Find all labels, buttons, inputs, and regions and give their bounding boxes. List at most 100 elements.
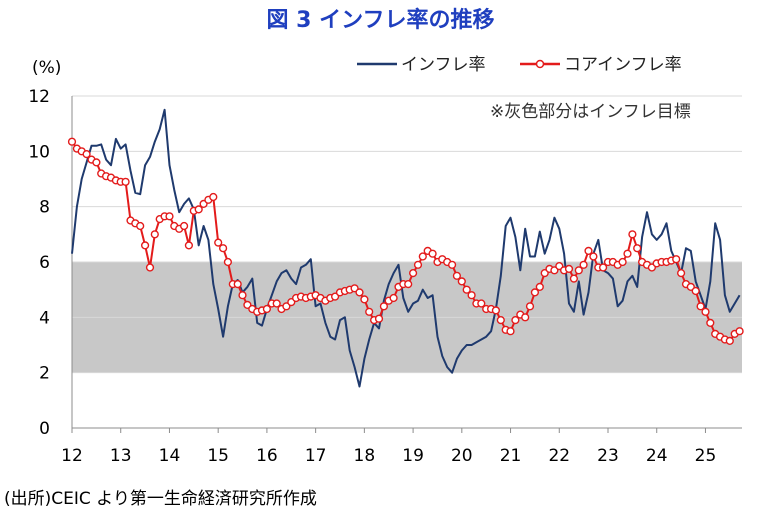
- y-axis-unit-label: (%): [32, 58, 61, 78]
- data-point-core-inflation: [569, 274, 579, 283]
- x-tick-label: 24: [646, 446, 668, 466]
- chart-title: 図 3 インフレ率の推移: [266, 8, 495, 33]
- data-point-core-inflation: [413, 260, 423, 269]
- x-tick-label: 12: [61, 446, 83, 466]
- data-point-core-inflation: [428, 249, 437, 258]
- data-point-core-inflation: [92, 158, 101, 167]
- data-point-core-inflation: [477, 299, 486, 308]
- data-point-core-inflation: [525, 302, 535, 311]
- data-point-core-inflation: [404, 280, 413, 289]
- data-point-core-inflation: [491, 306, 501, 315]
- data-point-core-inflation: [696, 302, 705, 311]
- data-point-core-inflation: [233, 280, 242, 289]
- y-tick-label: 8: [39, 198, 50, 218]
- data-point-core-inflation: [452, 271, 462, 280]
- data-point-core-inflation: [238, 291, 247, 300]
- data-point-core-inflation: [467, 291, 476, 300]
- x-tick-label: 15: [207, 446, 229, 466]
- x-tick-label: 21: [500, 446, 522, 466]
- data-point-core-inflation: [511, 316, 520, 325]
- y-tick-label: 12: [28, 87, 50, 107]
- data-point-core-inflation: [418, 252, 427, 261]
- data-point-core-inflation: [701, 307, 710, 316]
- data-point-core-inflation: [355, 288, 364, 297]
- legend-label-inflation: インフレ率: [401, 55, 486, 75]
- data-point-core-inflation: [223, 257, 233, 267]
- data-point-core-inflation: [82, 150, 91, 159]
- data-point-core-inflation: [262, 304, 272, 314]
- data-point-core-inflation: [145, 263, 155, 272]
- data-point-core-inflation: [506, 327, 515, 336]
- data-point-core-inflation: [628, 230, 637, 239]
- data-point-core-inflation: [365, 307, 374, 316]
- data-point-core-inflation: [676, 269, 686, 278]
- y-tick-label: 4: [39, 308, 50, 328]
- data-point-core-inflation: [194, 205, 203, 214]
- data-point-core-inflation: [633, 244, 642, 253]
- source-note: (出所)CEIC より第一生命経済研究所作成: [4, 489, 317, 509]
- data-point-core-inflation: [219, 244, 228, 253]
- data-point-core-inflation: [379, 302, 389, 311]
- data-point-core-inflation: [121, 177, 130, 186]
- data-point-core-inflation: [535, 282, 544, 292]
- y-tick-label: 10: [28, 142, 50, 162]
- band-annotation: ※灰色部分はインフレ目標: [490, 102, 691, 122]
- x-tick-labels: 12 13 14 15 16 17 18 19 20 21 22 23 24 25: [61, 446, 716, 466]
- legend-marker-core-inflation: [535, 59, 545, 69]
- data-point-core-inflation: [589, 252, 598, 261]
- data-point-core-inflation: [180, 221, 189, 231]
- data-point-core-inflation: [136, 221, 145, 231]
- data-point-core-inflation: [184, 241, 194, 250]
- axes: [71, 96, 742, 433]
- x-tick-label: 16: [256, 446, 278, 466]
- data-point-core-inflation: [623, 249, 632, 258]
- data-point-core-inflation: [209, 192, 218, 202]
- data-point-core-inflation: [574, 266, 583, 275]
- data-point-core-inflation: [67, 137, 77, 146]
- data-point-core-inflation: [579, 260, 588, 269]
- data-point-core-inflation: [150, 230, 159, 239]
- data-point-core-inflation: [389, 293, 398, 303]
- x-tick-label: 18: [354, 446, 376, 466]
- data-point-core-inflation: [374, 314, 384, 323]
- data-point-core-inflation: [584, 246, 593, 256]
- data-point-core-inflation: [457, 277, 466, 286]
- data-point-core-inflation: [360, 295, 369, 304]
- data-point-core-inflation: [448, 260, 457, 269]
- data-point-core-inflation: [462, 285, 471, 294]
- data-point-core-inflation: [618, 257, 627, 267]
- data-point-core-inflation: [691, 286, 700, 296]
- data-point-core-inflation: [141, 241, 150, 250]
- data-point-core-inflation: [272, 299, 281, 308]
- x-tick-label: 14: [159, 446, 181, 466]
- data-point-core-inflation: [725, 336, 734, 346]
- legend: インフレ率 コアインフレ率: [357, 55, 682, 75]
- series-layer: [67, 108, 744, 388]
- x-tick-label: 19: [402, 446, 424, 466]
- data-point-core-inflation: [496, 316, 505, 325]
- y-tick-label: 0: [39, 419, 50, 439]
- x-tick-label: 22: [548, 446, 570, 466]
- y-tick-label: 6: [39, 253, 50, 273]
- data-point-core-inflation: [165, 212, 174, 221]
- x-tick-label: 23: [597, 446, 619, 466]
- legend-label-core-inflation: コアインフレ率: [564, 55, 682, 75]
- data-point-core-inflation: [672, 255, 681, 264]
- data-point-core-inflation: [564, 264, 574, 274]
- data-point-core-inflation: [214, 238, 223, 247]
- series-line-inflation: [71, 108, 741, 388]
- data-point-core-inflation: [706, 318, 715, 328]
- gridlines: [72, 95, 742, 374]
- y-tick-label: 2: [39, 364, 50, 384]
- data-point-core-inflation: [409, 269, 418, 278]
- x-tick-label: 17: [305, 446, 327, 466]
- data-point-core-inflation: [530, 288, 540, 297]
- y-tick-labels: 0 2 4 6 8 10 12: [28, 87, 50, 439]
- x-tick-label: 25: [695, 446, 717, 466]
- data-point-core-inflation: [598, 263, 608, 272]
- data-point-core-inflation: [521, 313, 530, 322]
- x-tick-label: 20: [451, 446, 473, 466]
- x-tick-label: 13: [110, 446, 132, 466]
- data-point-core-inflation: [735, 327, 744, 336]
